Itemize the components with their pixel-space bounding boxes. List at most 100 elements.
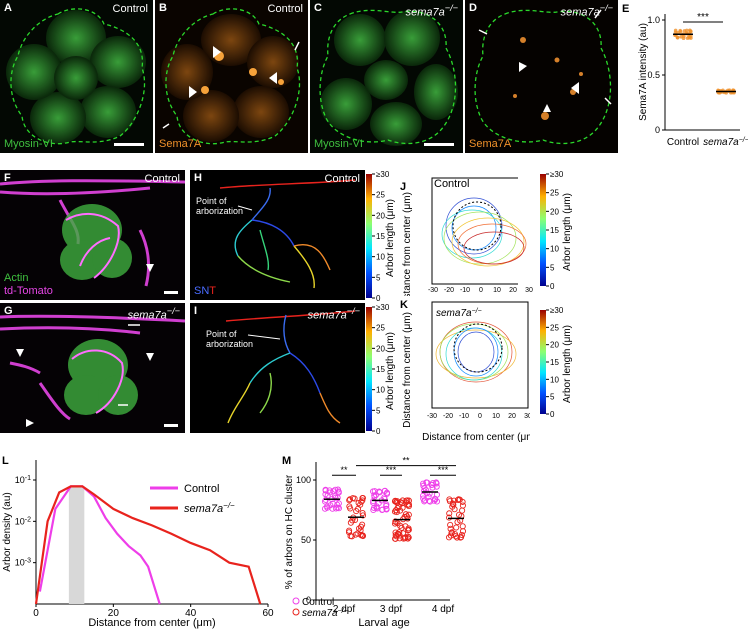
colorbar-tick-label: 0 (376, 294, 381, 302)
panel-h: H Control Point of arborization SNT (190, 170, 365, 300)
x-tick-label: -20 (444, 287, 454, 294)
data-point (682, 34, 686, 38)
x-tick-label: -30 (428, 287, 438, 294)
colorbar-tick-label: 15 (376, 232, 385, 241)
data-point (334, 494, 341, 501)
x-tick-label: 30 (525, 287, 533, 294)
data-points (673, 28, 736, 95)
scale-bar (164, 291, 178, 294)
panel-letter: G (4, 305, 13, 317)
data-point (392, 518, 399, 525)
colorbar-label: Arbor length (μm) (562, 325, 573, 403)
panel-letter: C (314, 2, 322, 14)
data-point (346, 497, 353, 504)
panel-letter: L (2, 455, 9, 467)
sema7a-stain-image (161, 8, 301, 145)
density-curves (34, 485, 262, 605)
x-tick-label: 60 (262, 608, 274, 619)
x-tick-label: 40 (185, 608, 197, 619)
legend-swatch-mutant (292, 608, 300, 616)
scale-bar (164, 424, 178, 427)
colorbar-ticks: 0 5 10 15 20 25 ≥30 (546, 170, 564, 291)
data-point (448, 530, 455, 537)
data-point (459, 502, 466, 509)
data-point (321, 505, 329, 512)
data-point (359, 495, 366, 502)
hair-cell-rosette-image (319, 9, 458, 146)
panel-letter: I (194, 305, 198, 317)
data-point (451, 497, 458, 504)
data-point (334, 501, 341, 508)
y-tick-label: 10-3 (15, 557, 31, 568)
colorbar-tick-label: 5 (550, 393, 555, 402)
colorbar-ticks: 0 5 10 15 20 25 ≥30 (372, 303, 390, 435)
data-point (429, 481, 436, 488)
x-tick-label: -10 (459, 413, 469, 420)
data-point (357, 527, 364, 534)
x-tick-label: 0 (33, 608, 39, 619)
panel-title: Control (434, 178, 470, 190)
data-point (423, 479, 430, 486)
scale-bar (114, 143, 144, 146)
y-tick-label: 100 (296, 475, 311, 485)
data-point (431, 495, 439, 502)
data-point (673, 28, 678, 33)
panel-title: Control (144, 173, 180, 185)
data-point (446, 510, 453, 517)
colorbar-tick-label: 0 (550, 410, 555, 419)
data-points (321, 479, 467, 542)
panel-letter: F (4, 172, 11, 184)
data-point (371, 488, 378, 495)
x-ticks: -30 -20 -10 0 10 20 30 (427, 413, 530, 420)
panel-f: F Control Actin td-Tomato (0, 170, 185, 300)
data-point (447, 532, 454, 539)
category-label: 4 dpf (432, 604, 454, 615)
legend-label-control: Control (302, 597, 334, 608)
channel-label: Sema7A (469, 138, 512, 150)
colorbar-tick-label: 25 (550, 189, 559, 198)
data-point (420, 495, 427, 502)
colorbar-tick-label: 10 (376, 253, 385, 262)
x-axis-label: Distance from center (μm) (422, 432, 530, 443)
panel-letter: K (400, 299, 408, 311)
hair-cell-rosette-image (6, 8, 146, 145)
x-tick-label: 10 (492, 413, 500, 420)
colorbar-tick-label: 5 (550, 263, 555, 272)
x-axis-label: Larval age (358, 617, 409, 629)
y-tick-label: 50 (301, 535, 311, 545)
data-point (347, 505, 354, 512)
data-point (374, 505, 381, 512)
colorbar-label: Arbor length (μm) (385, 332, 396, 410)
colorbar-tick-label: ≥30 (550, 170, 564, 179)
data-point (359, 512, 367, 519)
data-point (453, 524, 460, 531)
y-ticks: 0 50 100 (296, 475, 316, 605)
colorbar-tick-label: 25 (376, 191, 385, 200)
colorbar-tick-label: 15 (550, 358, 559, 367)
x-tick-label: -30 (427, 413, 437, 420)
data-point (346, 527, 353, 534)
panel-letter: D (469, 2, 477, 14)
colorbar-tick-label: ≥30 (550, 306, 564, 315)
legend-label-mutant: sema7a−/− (184, 501, 235, 516)
data-point (383, 506, 390, 513)
panel-title: sema7a−/− (560, 3, 613, 19)
panel-title: sema7a−/− (436, 308, 482, 320)
colorbar-tick-label: 0 (550, 282, 555, 291)
y-tick-label: 0 (655, 125, 660, 135)
category-labels: 2 dpf 3 dpf 4 dpf (333, 604, 454, 615)
significance-stars: *** (697, 12, 709, 23)
snt-label: SNT (194, 285, 217, 297)
data-point (425, 493, 432, 500)
panel-k-plot: K Distance from center (μm) sema7a−/− -3… (400, 299, 530, 443)
data-point (393, 498, 400, 506)
x-tick-label: 20 (509, 287, 517, 294)
data-point (675, 35, 680, 40)
data-point (332, 494, 339, 501)
colorbar-j: 0 5 10 15 20 25 ≥30 Arbor length (μm) (540, 170, 573, 291)
y-ticks: 0 0.5 1.0 (647, 15, 665, 135)
x-tick-label: 20 (108, 608, 120, 619)
data-point (447, 525, 454, 532)
data-point (359, 497, 366, 504)
category-label: 2 dpf (333, 604, 355, 615)
